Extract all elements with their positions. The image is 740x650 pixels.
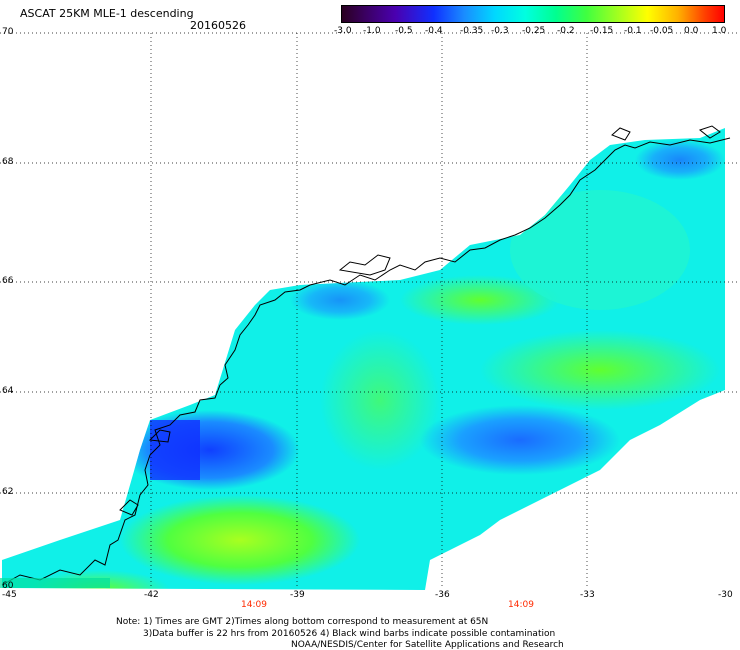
colorbar-label: -1.0: [363, 26, 381, 36]
lon-tick-label: -42: [144, 590, 159, 600]
lat-tick-label: 70: [2, 27, 14, 37]
time-label: 14:09: [241, 600, 267, 610]
colorbar-label: -0.35: [460, 26, 484, 36]
lat-tick-label: 62: [2, 487, 14, 497]
lon-tick-label: -33: [580, 590, 595, 600]
colorbar-label: -0.4: [425, 26, 443, 36]
colorbar-label: -0.5: [395, 26, 413, 36]
coastal-strip: [0, 578, 110, 588]
note-line-1: Note: 1) Times are GMT 2)Times along bot…: [116, 617, 489, 627]
time-label: 14:09: [508, 600, 534, 610]
note-line-3: NOAA/NESDIS/Center for Satellite Applica…: [291, 640, 564, 650]
lon-tick-label: -36: [435, 590, 450, 600]
colorbar-label: -0.2: [557, 26, 575, 36]
colorbar-label: 0.0: [684, 26, 699, 36]
map-title: ASCAT 25KM MLE-1 descending: [20, 7, 194, 20]
lat-tick-label: 64: [2, 386, 14, 396]
colorbar-label: 1.0: [712, 26, 727, 36]
graticule: [0, 32, 740, 588]
lat-tick-label: 68: [2, 157, 14, 167]
colorbar-label: -0.25: [522, 26, 546, 36]
map-date: 20160526: [190, 19, 246, 32]
note-line-2: 3)Data buffer is 22 hrs from 20160526 4)…: [143, 629, 556, 639]
lat-tick-label: 66: [2, 276, 14, 286]
colorbar-label: -0.15: [590, 26, 614, 36]
colorbar-label: -0.3: [491, 26, 509, 36]
wind-swath: [2, 128, 725, 590]
lon-tick-label: -30: [718, 590, 733, 600]
lat-tick-label: 60: [2, 581, 14, 591]
colorbar-label: -0.05: [650, 26, 674, 36]
greenland-coastline: [1, 125, 731, 586]
color-scale-bar: [341, 5, 725, 23]
lon-tick-label: -45: [2, 590, 17, 600]
colorbar-label: -3.0: [334, 26, 352, 36]
lon-tick-label: -39: [290, 590, 305, 600]
colorbar-label: -0.1: [624, 26, 642, 36]
